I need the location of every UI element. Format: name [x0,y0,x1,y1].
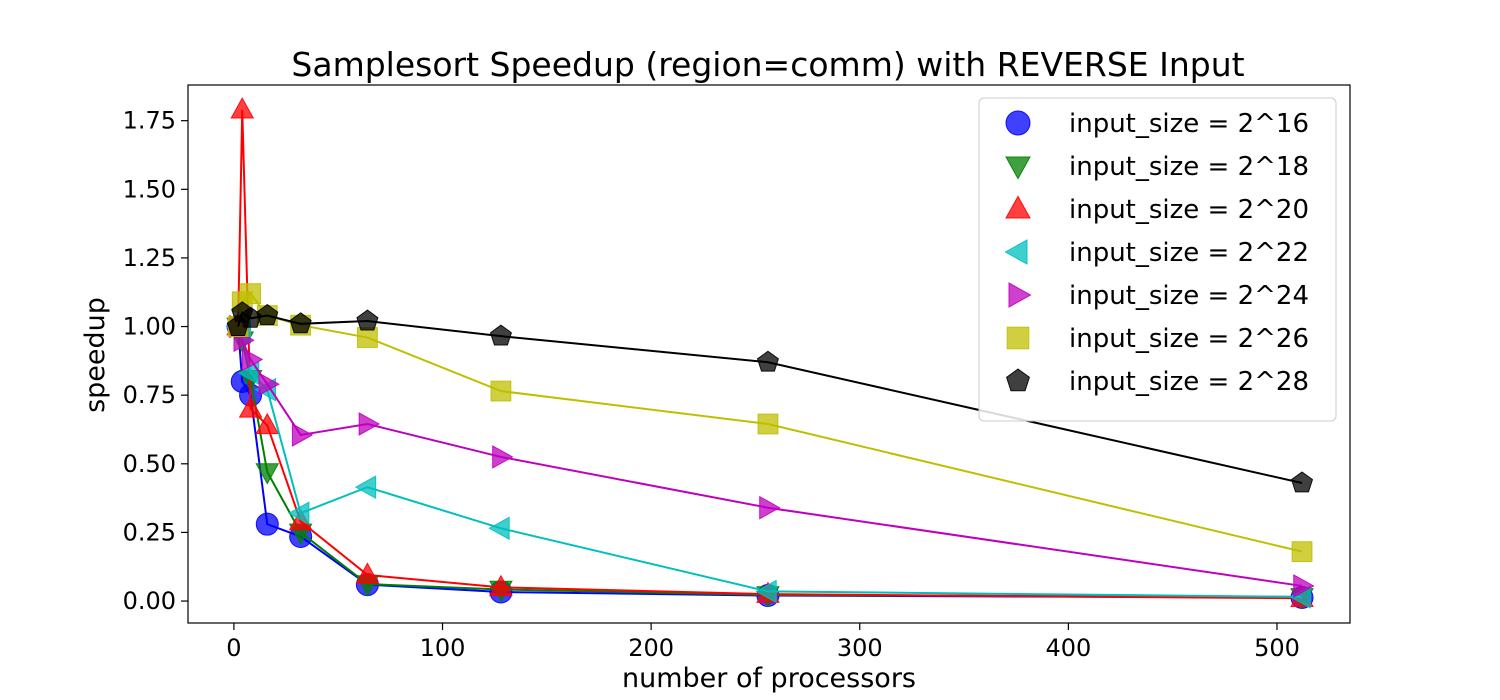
data-point [1290,471,1314,493]
data-point [1291,541,1313,563]
data-point [255,512,279,536]
legend-item: input_size = 2^22 [1004,238,1309,268]
axes-frame [187,84,1351,624]
legend-label: input_size = 2^16 [1069,109,1309,139]
data-point [488,516,510,541]
data-point [355,562,380,584]
legend-item: input_size = 2^16 [1005,109,1309,139]
y-tick-label: 0.00 [123,587,176,615]
legend-marker [1008,282,1032,308]
legend-label: input_size = 2^20 [1069,195,1309,225]
legend-item: input_size = 2^28 [1006,367,1309,397]
y-tick-label: 1.25 [123,244,176,272]
legend-marker [1006,368,1030,392]
data-point [241,347,264,372]
data-point [258,372,280,397]
legend-label: input_size = 2^22 [1069,238,1309,268]
y-tick-label: 0.75 [123,381,176,409]
data-point [238,396,263,418]
legend-marker [1004,239,1028,265]
y-axis-label: speedup [80,297,111,413]
data-point [358,412,380,436]
data-point [354,475,377,499]
x-axis-label: number of processors [622,663,916,694]
data-point [759,495,781,520]
data-point [490,380,512,402]
data-point [255,412,280,435]
legend-box [978,97,1337,422]
x-tick-label: 300 [837,634,883,662]
data-point [356,309,379,331]
series-layer [225,97,1315,610]
legend-item: input_size = 2^20 [1005,195,1309,225]
data-point [230,97,255,119]
x-tick-label: 400 [1045,634,1091,662]
data-point [240,283,261,305]
y-tick-label: 0.50 [123,450,176,478]
data-point [1293,574,1315,598]
legend-item: input_size = 2^26 [1006,324,1309,354]
data-point [489,574,513,597]
legend-marker [1005,110,1031,136]
series-5 [229,314,1315,598]
data-point [357,327,378,348]
y-tick-label: 1.75 [123,107,176,135]
plot-area [187,84,1351,624]
legend-label: input_size = 2^26 [1069,324,1309,354]
data-point [489,324,512,346]
x-tick-label: 0 [226,634,241,662]
data-point [289,312,312,334]
data-point [291,423,314,447]
series-7 [227,301,1314,493]
legend-item: input_size = 2^18 [1005,152,1309,182]
legend: input_size = 2^16 input_size = 2^18 input_… [978,97,1337,422]
legend-marker [1005,195,1031,219]
data-point [256,303,279,325]
x-tick-label: 100 [420,634,466,662]
legend-marker [1006,326,1030,350]
data-point [492,445,514,469]
data-point [255,463,280,485]
data-point [757,413,779,435]
legend-marker [1005,156,1031,180]
y-tick-label: 1.00 [123,313,176,341]
x-tick-label: 500 [1254,634,1300,662]
y-tick-label: 1.50 [123,175,176,203]
data-point [756,350,780,372]
legend-label: input_size = 2^24 [1069,281,1309,311]
chart-title: Samplesort Speedup (region=comm) with RE… [291,45,1244,84]
x-axis: 0 100 200 300 400 500 [226,623,1300,662]
legend-label: input_size = 2^18 [1069,152,1309,182]
x-tick-label: 200 [628,634,674,662]
data-point [755,579,777,604]
y-tick-label: 0.25 [123,518,176,546]
data-point [288,501,310,526]
y-axis: 0.00 0.25 0.50 0.75 1.00 1.25 1.50 1.75 [123,107,188,615]
legend-label: input_size = 2^28 [1069,367,1309,397]
legend-item: input_size = 2^24 [1008,281,1309,311]
